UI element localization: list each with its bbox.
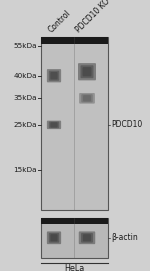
FancyBboxPatch shape: [80, 65, 94, 78]
Bar: [40, 218, 108, 258]
FancyBboxPatch shape: [47, 69, 61, 82]
Bar: [40, 218, 108, 224]
Bar: [40, 37, 108, 44]
Text: PDCD10 KO: PDCD10 KO: [74, 0, 111, 34]
Text: 35kDa: 35kDa: [13, 95, 37, 101]
FancyBboxPatch shape: [49, 71, 59, 81]
FancyBboxPatch shape: [82, 67, 91, 76]
FancyBboxPatch shape: [50, 234, 58, 241]
FancyBboxPatch shape: [79, 93, 95, 104]
FancyBboxPatch shape: [50, 72, 58, 79]
Text: 40kDa: 40kDa: [13, 73, 37, 79]
FancyBboxPatch shape: [83, 234, 91, 241]
FancyBboxPatch shape: [79, 231, 95, 244]
Text: 15kDa: 15kDa: [13, 167, 37, 173]
Text: Control: Control: [47, 8, 73, 34]
FancyBboxPatch shape: [81, 94, 93, 102]
Text: β-actin: β-actin: [112, 233, 138, 242]
FancyBboxPatch shape: [47, 231, 61, 244]
Text: HeLa: HeLa: [64, 264, 84, 271]
FancyBboxPatch shape: [81, 233, 93, 243]
FancyBboxPatch shape: [49, 121, 59, 128]
Text: 25kDa: 25kDa: [13, 122, 37, 128]
FancyBboxPatch shape: [78, 63, 96, 80]
Text: 55kDa: 55kDa: [13, 43, 37, 50]
FancyBboxPatch shape: [83, 95, 91, 101]
FancyBboxPatch shape: [47, 121, 61, 129]
Bar: [40, 37, 108, 210]
FancyBboxPatch shape: [50, 122, 58, 128]
FancyBboxPatch shape: [49, 233, 59, 243]
Text: PDCD10: PDCD10: [112, 120, 143, 129]
